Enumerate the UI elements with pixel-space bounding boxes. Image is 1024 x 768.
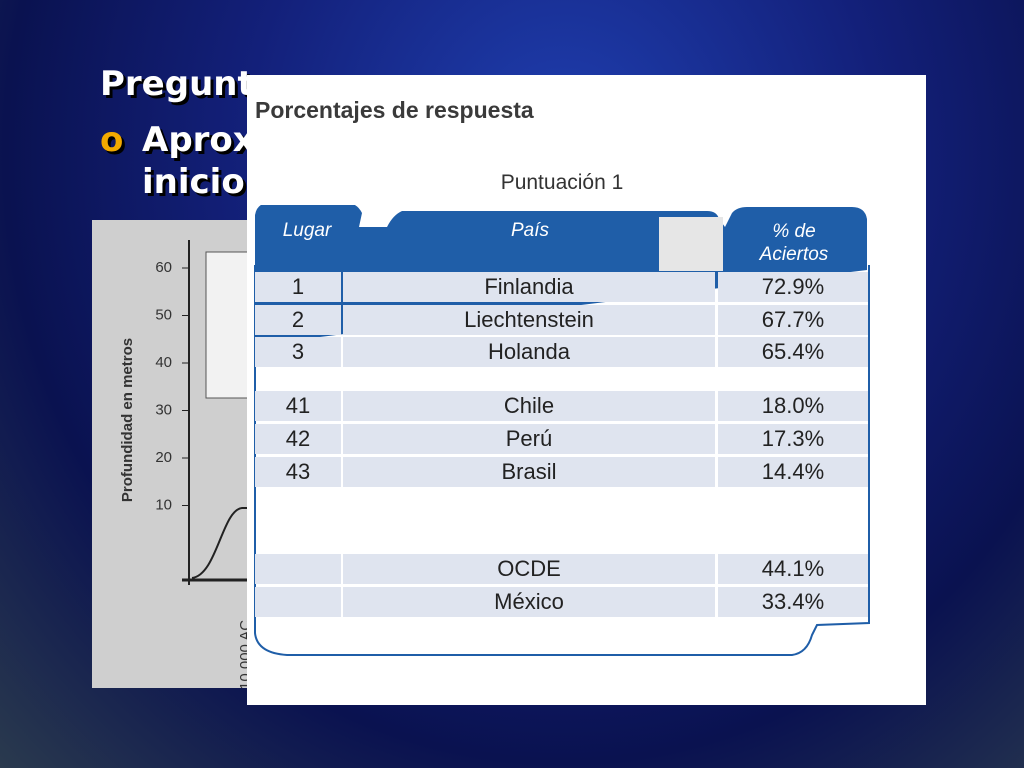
cell xyxy=(343,587,715,617)
cell xyxy=(718,587,868,617)
cell xyxy=(343,424,715,454)
cell-text: México xyxy=(494,589,564,614)
header: Aciertos xyxy=(759,244,829,265)
cell-text: OCDE xyxy=(497,556,561,581)
cell xyxy=(255,305,341,335)
cell-text: Holanda xyxy=(488,339,571,364)
cell-text: 44.1% xyxy=(762,556,824,581)
slide-line: inicio xyxy=(142,162,245,202)
cell-text: Finlandia xyxy=(484,274,574,299)
table-subtitle: Puntuación 1 xyxy=(500,171,624,194)
cell xyxy=(255,554,341,584)
cell-text: 3 xyxy=(292,339,304,364)
cell xyxy=(255,424,341,454)
y-tick-label: 50 xyxy=(155,306,172,323)
curve xyxy=(191,507,252,579)
cell xyxy=(343,391,715,421)
y-axis-label: Profundidad en metros xyxy=(119,338,136,502)
cell xyxy=(255,337,341,367)
header: País xyxy=(511,220,550,241)
cell xyxy=(718,391,868,421)
y-tick-label: 10 xyxy=(155,496,172,513)
cell xyxy=(718,457,868,487)
cell-text: 18.0% xyxy=(762,393,824,418)
cell-text: 42 xyxy=(286,426,310,451)
cell xyxy=(255,457,341,487)
cell xyxy=(343,457,715,487)
cell xyxy=(255,391,341,421)
table-outline xyxy=(254,265,870,656)
cell xyxy=(343,554,715,584)
table-card: Porcentajes de respuesta Puntuación 1 Lu… xyxy=(247,75,926,705)
cell xyxy=(343,305,715,335)
bullet: o xyxy=(100,120,124,160)
cell-text: Chile xyxy=(504,393,554,418)
cell-text: 33.4% xyxy=(762,589,824,614)
cell-text: 17.3% xyxy=(762,426,824,451)
table-title: Porcentajes de respuesta xyxy=(255,97,534,123)
cell-text: Brasil xyxy=(501,459,556,484)
cell-text: 41 xyxy=(286,393,310,418)
header-patch xyxy=(659,217,723,271)
cell xyxy=(343,337,715,367)
cell-text: 1 xyxy=(292,274,304,299)
y-tick-label: 30 xyxy=(155,401,172,418)
cell xyxy=(255,587,341,617)
slide-title: Pregunt xyxy=(100,64,254,104)
cell-text: 65.4% xyxy=(762,339,824,364)
cell xyxy=(718,305,868,335)
y-tick-label: 20 xyxy=(155,449,172,466)
y-tick-label: 40 xyxy=(155,354,172,371)
cell-text: 43 xyxy=(286,459,310,484)
cell xyxy=(718,424,868,454)
cell-text: 14.4% xyxy=(762,459,824,484)
cell xyxy=(718,272,868,302)
header: % de xyxy=(772,221,815,242)
y-tick-label: 60 xyxy=(155,259,172,276)
cell xyxy=(343,272,715,302)
cell xyxy=(718,554,868,584)
cell-text: 67.7% xyxy=(762,307,824,332)
slide-line: Aprox xyxy=(142,120,255,160)
cell-text: Perú xyxy=(506,426,552,451)
table: Lugar País % de Aciertos 1 Finlandia 72.9%… xyxy=(254,205,870,656)
cell-text: 72.9% xyxy=(762,274,824,299)
cell xyxy=(255,272,341,302)
map-inset xyxy=(205,251,252,399)
cell-text: 2 xyxy=(292,307,304,332)
cell-text: Liechtenstein xyxy=(464,307,594,332)
cell xyxy=(718,337,868,367)
header: Lugar xyxy=(283,220,332,241)
